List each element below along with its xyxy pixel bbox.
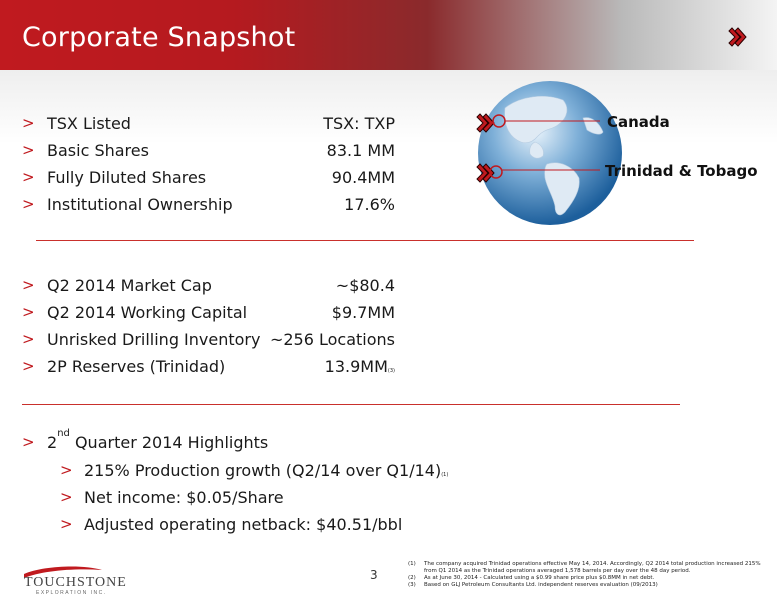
list-item: > Net income: $0.05/Share: [22, 488, 522, 510]
list-item: > Institutional Ownership 17.6%: [22, 195, 395, 217]
heading-text: Quarter 2014 Highlights: [69, 433, 269, 452]
bullet-chevron: >: [22, 357, 35, 375]
item-label: 215% Production growth (Q2/14 over Q1/14…: [84, 461, 442, 480]
item-value: 83.1 MM: [326, 141, 395, 160]
footnote: (3) Based on GLJ Petroleum Consultants L…: [408, 582, 658, 588]
bullet-chevron: >: [22, 276, 35, 294]
item-label: 2P Reserves (Trinidad): [47, 357, 226, 376]
list-item: > Adjusted operating netback: $40.51/bbl: [22, 515, 522, 537]
item-value: 90.4MM: [331, 168, 395, 187]
globe-map-image: [478, 81, 622, 225]
item-label: Fully Diluted Shares: [47, 168, 207, 187]
section-divider: [36, 240, 694, 241]
highlights-heading: > 2nd Quarter 2014 Highlights: [22, 428, 422, 455]
svg-text:TOUCHSTONE: TOUCHSTONE: [24, 575, 127, 590]
item-label: Institutional Ownership: [47, 195, 233, 214]
list-item: > Fully Diluted Shares 90.4MM: [22, 168, 395, 190]
list-item: > TSX Listed TSX: TXP: [22, 114, 395, 136]
bullet-chevron: >: [22, 168, 35, 186]
footnote: (1) The company acquired Trinidad operat…: [408, 561, 761, 574]
item-label: Net income: $0.05/Share: [84, 488, 284, 507]
list-item: > Unrisked Drilling Inventory ~256 Locat…: [22, 330, 395, 352]
bullet-chevron: >: [60, 515, 73, 533]
list-item: > Q2 2014 Market Cap ~$80.4: [22, 276, 395, 298]
page-number: 3: [370, 568, 378, 582]
trinidad-label: Trinidad & Tobago: [605, 162, 758, 180]
double-chevron-right-icon: [476, 163, 495, 183]
bullet-chevron: >: [22, 303, 35, 321]
list-item: > Q2 2014 Working Capital $9.7MM: [22, 303, 395, 325]
trinidad-callout-line: [489, 165, 600, 179]
bullet-chevron: >: [60, 488, 73, 506]
item-label: Q2 2014 Working Capital: [47, 303, 248, 322]
double-chevron-right-icon: [476, 113, 495, 133]
bullet-chevron: >: [22, 114, 35, 132]
bullet-chevron: >: [22, 195, 35, 213]
ordinal-suffix: nd: [57, 427, 70, 439]
item-label: Q2 2014 Market Cap: [47, 276, 212, 295]
footnote: (2) As at June 30, 2014 - Calculated usi…: [408, 575, 655, 581]
bullet-chevron: >: [22, 433, 35, 451]
list-item: > Basic Shares 83.1 MM: [22, 141, 395, 163]
bullet-chevron: >: [60, 461, 73, 479]
double-chevron-right-icon[interactable]: [728, 26, 750, 48]
svg-text:EXPLORATION INC.: EXPLORATION INC.: [36, 590, 107, 596]
section-divider: [22, 404, 680, 405]
footnotes: (1) The company acquired Trinidad operat…: [408, 561, 774, 589]
footnote-ref: (1): [441, 472, 449, 478]
item-label: Unrisked Drilling Inventory: [47, 330, 261, 349]
list-item: > 2P Reserves (Trinidad) 13.9MM(3): [22, 357, 395, 379]
bullet-chevron: >: [22, 330, 35, 348]
item-value: 13.9MM(3): [324, 357, 395, 376]
bullet-chevron: >: [22, 141, 35, 159]
item-value: 17.6%: [344, 195, 395, 214]
heading-number: 2: [47, 433, 58, 452]
item-value: $9.7MM: [331, 303, 395, 322]
touchstone-logo: TOUCHSTONE EXPLORATION INC.: [24, 566, 127, 596]
header-bar: Corporate Snapshot: [0, 0, 777, 70]
page-title: Corporate Snapshot: [22, 22, 296, 53]
canada-label: Canada: [607, 113, 670, 131]
item-label: TSX Listed: [47, 114, 131, 133]
item-value: ~$80.4: [335, 276, 395, 295]
item-value: TSX: TXP: [323, 114, 395, 133]
item-value: ~256 Locations: [269, 330, 395, 349]
item-label: Adjusted operating netback: $40.51/bbl: [84, 515, 403, 534]
list-item: > 215% Production growth (Q2/14 over Q1/…: [22, 461, 522, 483]
slide-background: [0, 70, 777, 600]
footnote-ref: (3): [387, 368, 395, 374]
canada-callout-line: [492, 114, 600, 128]
item-label: Basic Shares: [47, 141, 149, 160]
